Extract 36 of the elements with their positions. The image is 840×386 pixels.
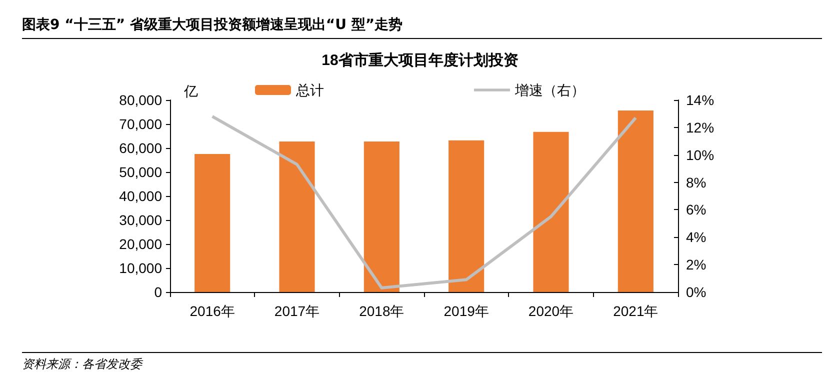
y-tick-label: 50,000 xyxy=(119,164,162,180)
bar xyxy=(618,110,654,292)
x-tick-label: 2021年 xyxy=(613,303,658,319)
y-tick-label: 40,000 xyxy=(119,188,162,204)
y2-tick-label: 2% xyxy=(686,256,706,273)
y-tick-label: 0 xyxy=(154,284,162,300)
y-tick-label: 80,000 xyxy=(119,92,162,108)
y2-tick-label: 12% xyxy=(686,119,714,136)
y-tick-label: 20,000 xyxy=(119,236,162,252)
bar xyxy=(279,142,315,292)
text: 资料来源：各省发改委 xyxy=(22,352,822,373)
bar xyxy=(194,154,230,292)
y2-tick-label: 14% xyxy=(686,92,714,108)
x-tick-label: 2020年 xyxy=(528,303,574,319)
y-axis-title: 亿 xyxy=(183,83,198,99)
x-tick-label: 2017年 xyxy=(274,303,320,319)
x-tick-label: 2019年 xyxy=(444,303,489,319)
bar xyxy=(364,142,400,292)
legend-label: 总计 xyxy=(295,82,324,98)
y-tick-label: 70,000 xyxy=(119,116,162,132)
y-tick-label: 30,000 xyxy=(119,212,162,228)
y2-tick-label: 10% xyxy=(686,146,714,163)
bar xyxy=(533,132,569,292)
y2-tick-label: 0% xyxy=(686,284,706,300)
y-tick-label: 10,000 xyxy=(119,260,162,276)
y-tick-label: 60,000 xyxy=(119,140,162,156)
line-series xyxy=(210,114,638,290)
chart-subtitle: 18省市重大项目年度计划投资 xyxy=(322,51,518,69)
y2-tick-label: 8% xyxy=(686,174,706,190)
y2-tick-label: 4% xyxy=(686,229,706,246)
x-tick-label: 2018年 xyxy=(359,303,404,319)
x-tick-label: 2016年 xyxy=(190,303,235,319)
y2-tick-label: 6% xyxy=(686,202,706,218)
legend-label: 增速（右） xyxy=(514,82,585,98)
bar xyxy=(448,140,484,292)
chart-title: 图表9 “十三五” 省级重大项目投资额增速呈现出“U 型”走势 xyxy=(22,16,822,39)
